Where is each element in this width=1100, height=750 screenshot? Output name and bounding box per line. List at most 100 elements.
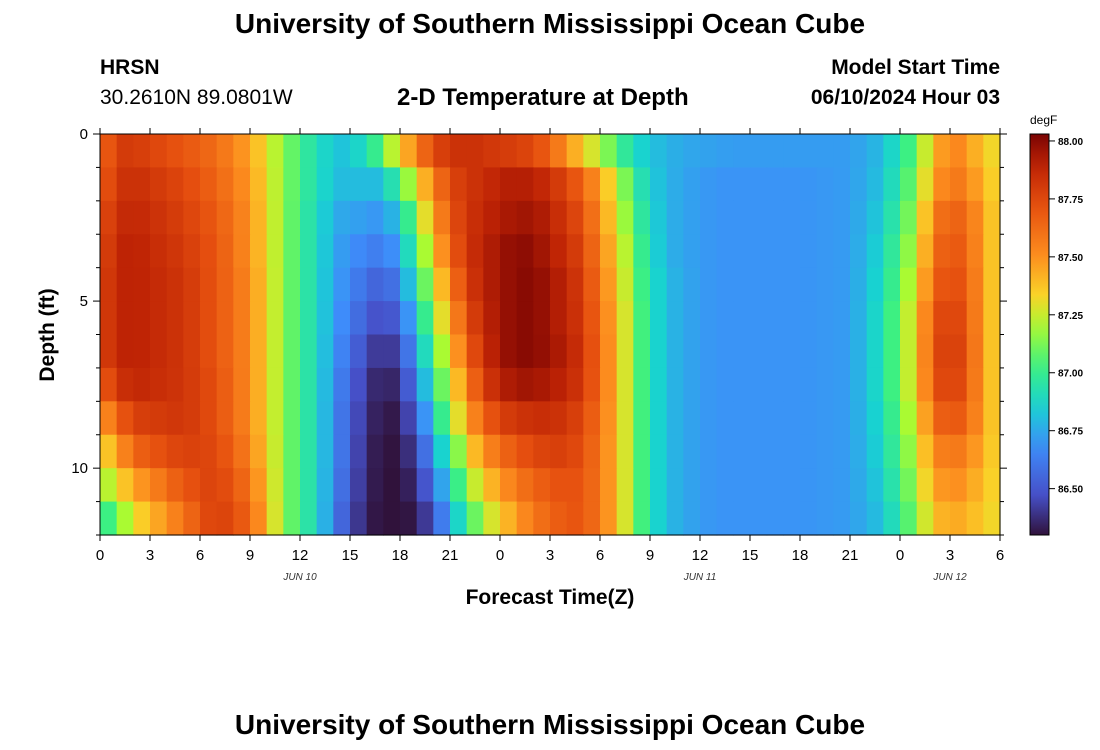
heatmap-cell (950, 501, 968, 536)
heatmap-cell (550, 167, 568, 202)
heatmap-cell (266, 434, 284, 469)
heatmap-cell (983, 401, 1001, 436)
heatmap-cell (366, 501, 384, 536)
heatmap-cell (783, 167, 801, 202)
heatmap-cell (150, 267, 168, 302)
heatmap-cell (816, 267, 834, 302)
heatmap-cell (283, 134, 301, 169)
heatmap-cell (600, 367, 618, 402)
heatmap-cell (916, 200, 934, 235)
heatmap-cell (883, 401, 901, 436)
heatmap-cell (600, 401, 618, 436)
x-date-label: JUN 12 (932, 572, 967, 583)
heatmap-cell (816, 468, 834, 503)
heatmap-cell (433, 434, 451, 469)
heatmap-cell (950, 134, 968, 169)
heatmap-cell (383, 301, 401, 336)
heatmap-cell (450, 501, 468, 536)
heatmap-cell (133, 267, 151, 302)
heatmap-cell (383, 401, 401, 436)
heatmap-cell (766, 468, 784, 503)
heatmap-cell (900, 501, 918, 536)
heatmap-cell (900, 167, 918, 202)
heatmap-cell (783, 200, 801, 235)
heatmap-cell (516, 468, 534, 503)
heatmap-cell (150, 468, 168, 503)
heatmap-cell (183, 167, 201, 202)
heatmap-cell (566, 267, 584, 302)
heatmap-cell (916, 334, 934, 369)
heatmap-cell (200, 468, 218, 503)
heatmap-cell (783, 401, 801, 436)
y-tick-label: 10 (71, 460, 88, 477)
heatmap-cell (416, 401, 434, 436)
heatmap-cell (383, 267, 401, 302)
heatmap-cell (916, 367, 934, 402)
heatmap-cell (633, 468, 651, 503)
heatmap-cell (216, 334, 234, 369)
heatmap-cell (100, 267, 118, 302)
x-tick-label: 3 (146, 547, 154, 564)
heatmap-cell (433, 200, 451, 235)
heatmap-cell (416, 301, 434, 336)
x-tick-label: 15 (742, 547, 759, 564)
heatmap-cell (116, 167, 134, 202)
heatmap-cell (516, 501, 534, 536)
heatmap-cell (450, 468, 468, 503)
heatmap-cell (633, 334, 651, 369)
heatmap-cell (883, 167, 901, 202)
heatmap-cell (333, 301, 351, 336)
heatmap-cell (650, 267, 668, 302)
heatmap-cell (550, 234, 568, 269)
heatmap-cell (750, 301, 768, 336)
heatmap-cell (416, 234, 434, 269)
heatmap-cell (983, 200, 1001, 235)
heatmap-cell (933, 301, 951, 336)
heatmap-cell (450, 434, 468, 469)
heatmap-cell (333, 434, 351, 469)
heatmap-cell (966, 200, 984, 235)
heatmap-cell (433, 367, 451, 402)
heatmap-cell (233, 334, 251, 369)
heatmap-cell (300, 334, 318, 369)
heatmap-cell (516, 267, 534, 302)
x-tick-label: 3 (546, 547, 554, 564)
y-tick-label: 5 (80, 293, 88, 310)
heatmap-cell (333, 501, 351, 536)
heatmap-cell (350, 200, 368, 235)
heatmap-cell (733, 434, 751, 469)
heatmap-cell (266, 468, 284, 503)
heatmap-cell (316, 167, 334, 202)
heatmap-cell (600, 434, 618, 469)
heatmap-cell (183, 501, 201, 536)
heatmap-cell (716, 134, 734, 169)
heatmap-cell (166, 234, 184, 269)
heatmap-cell (683, 234, 701, 269)
heatmap-cell (150, 367, 168, 402)
heatmap-cell (650, 334, 668, 369)
heatmap-cell (683, 501, 701, 536)
heatmap-cell (516, 334, 534, 369)
heatmap-cell (833, 501, 851, 536)
heatmap-cell (916, 434, 934, 469)
heatmap-cell (833, 367, 851, 402)
heatmap-cell (100, 401, 118, 436)
heatmap-cell (316, 434, 334, 469)
heatmap-cell (633, 234, 651, 269)
heatmap-cell (750, 267, 768, 302)
heatmap-cell (550, 301, 568, 336)
heatmap-cell (683, 434, 701, 469)
heatmap-cell (866, 167, 884, 202)
heatmap-cell (266, 334, 284, 369)
heatmap-cell (116, 234, 134, 269)
heatmap-cell (400, 134, 418, 169)
heatmap-cell (400, 468, 418, 503)
heatmap-cell (266, 134, 284, 169)
heatmap-cell (933, 367, 951, 402)
heatmap-cell (800, 134, 818, 169)
heatmap-cell (733, 167, 751, 202)
heatmap-cell (100, 468, 118, 503)
heatmap-cell (233, 367, 251, 402)
heatmap-cell (766, 134, 784, 169)
heatmap-cell (966, 501, 984, 536)
